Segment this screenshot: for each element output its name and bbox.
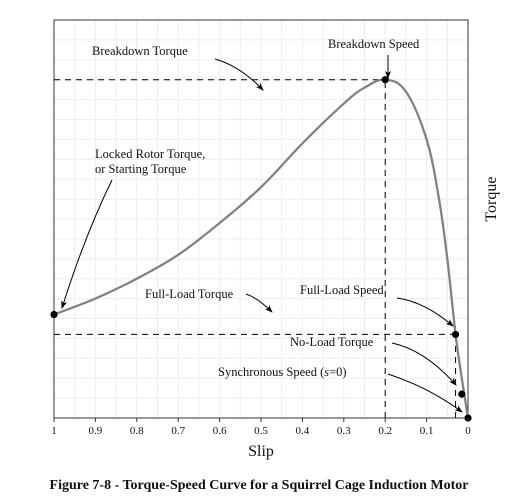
x-tick-label: 0.7 [171,425,185,437]
svg-text:Synchronous Speed (s=0): Synchronous Speed (s=0) [218,365,347,379]
x-tick-label: 0.2 [378,425,392,437]
x-tick-label: 0.4 [296,425,310,437]
svg-text:Full-Load Speed: Full-Load Speed [300,283,384,297]
y-axis-title: Torque [483,177,500,222]
svg-text:No-Load Torque: No-Load Torque [290,335,374,349]
figure-wrap: 1 0.9 0.8 0.7 0.6 0.5 0.4 0.3 0.2 0.1 0 Slip Torque B… [0,0,518,500]
svg-text:Full-Load Torque: Full-Load Torque [145,287,234,301]
chart-svg: 1 0.9 0.8 0.7 0.6 0.5 0.4 0.3 0.2 0.1 0 Slip Torque B… [0,0,518,500]
x-tick-label: 0.9 [89,425,103,437]
svg-text:Locked Rotor Torque,: Locked Rotor Torque, [95,147,205,161]
x-tick-label: 0.8 [130,425,144,437]
x-tick-label: 0.6 [213,425,227,437]
svg-text:or Starting Torque: or Starting Torque [95,162,187,176]
data-point [50,311,57,318]
x-tick-label: 0.3 [337,425,351,437]
x-tick-label: 0.1 [420,425,434,437]
svg-text:Breakdown Speed: Breakdown Speed [328,37,420,51]
figure-caption: Figure 7-8 - Torque-Speed Curve for a Sq… [0,478,518,494]
x-tick-label: 0.5 [254,425,268,437]
svg-text:Breakdown Torque: Breakdown Torque [92,44,188,58]
x-tick-label: 1 [51,425,57,437]
data-point [452,331,459,338]
data-point [458,391,465,398]
x-axis-title: Slip [248,443,274,460]
x-tick-label: 0 [465,425,471,437]
